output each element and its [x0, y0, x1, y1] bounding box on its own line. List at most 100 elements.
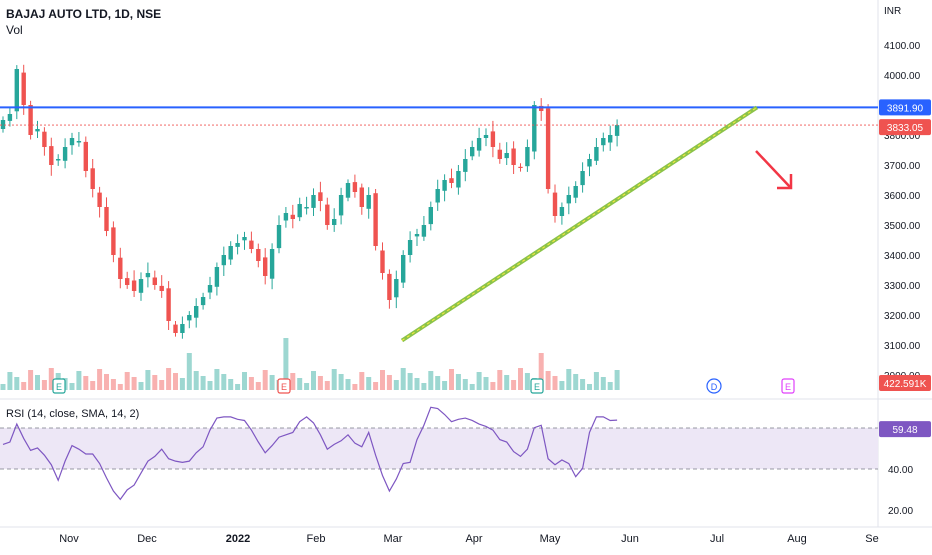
candle-body[interactable] — [297, 204, 302, 218]
candle-body[interactable] — [442, 180, 447, 191]
candle-body[interactable] — [56, 159, 61, 161]
candle-body[interactable] — [518, 166, 523, 168]
candle-body[interactable] — [90, 168, 95, 189]
candle-body[interactable] — [104, 207, 109, 231]
candle-body[interactable] — [311, 195, 316, 208]
candle-body[interactable] — [387, 273, 392, 300]
candle-body[interactable] — [532, 105, 537, 152]
candle-body[interactable] — [414, 234, 420, 237]
candle-body[interactable] — [235, 243, 240, 247]
candle-body[interactable] — [373, 193, 378, 246]
candle-body[interactable] — [456, 171, 461, 188]
candle-body[interactable] — [594, 147, 599, 161]
candle-body[interactable] — [49, 146, 54, 165]
candle-body[interactable] — [256, 249, 261, 261]
candle-body[interactable] — [511, 148, 516, 166]
candle-body[interactable] — [131, 280, 137, 292]
candle-body[interactable] — [249, 240, 254, 249]
candle-body[interactable] — [525, 147, 530, 167]
dividend-marker[interactable] — [706, 378, 722, 394]
candle-body[interactable] — [449, 178, 454, 183]
candle-body[interactable] — [608, 135, 613, 143]
candle-body[interactable] — [214, 267, 220, 287]
candle-body[interactable] — [35, 129, 40, 132]
candle-body[interactable] — [83, 141, 88, 171]
candle-body[interactable] — [111, 227, 116, 255]
candle-body[interactable] — [152, 277, 157, 286]
candle-body[interactable] — [435, 189, 440, 203]
candle-body[interactable] — [180, 324, 185, 333]
candle-body[interactable] — [552, 192, 558, 216]
candle-body[interactable] — [614, 125, 620, 136]
candle-body[interactable] — [42, 131, 47, 147]
candle-body[interactable] — [304, 207, 309, 209]
candle-body[interactable] — [601, 138, 606, 146]
candle-body[interactable] — [428, 207, 433, 225]
symbol-title[interactable]: BAJAJ AUTO LTD, 1D, NSE — [6, 7, 162, 21]
candle-body[interactable] — [200, 297, 206, 306]
candle-body[interactable] — [394, 279, 399, 298]
candle-body[interactable] — [207, 285, 213, 293]
candle-body[interactable] — [318, 192, 323, 201]
candle-body[interactable] — [338, 195, 344, 216]
candle-body[interactable] — [407, 240, 413, 255]
candle-body[interactable] — [62, 147, 68, 161]
candle-body[interactable] — [7, 114, 13, 121]
candle-body[interactable] — [490, 131, 496, 147]
candle-body[interactable] — [483, 135, 489, 138]
earnings-marker[interactable] — [781, 378, 795, 394]
candle-body[interactable] — [125, 278, 130, 285]
candle-body[interactable] — [559, 207, 565, 216]
candle-body[interactable] — [118, 257, 123, 279]
candle-body[interactable] — [352, 182, 358, 192]
candle-body[interactable] — [566, 195, 571, 204]
candle-body[interactable] — [21, 72, 26, 105]
candle-body[interactable] — [587, 159, 592, 167]
candle-body[interactable] — [269, 249, 275, 279]
candle-body[interactable] — [545, 108, 551, 189]
candle-body[interactable] — [276, 225, 282, 249]
candle-body[interactable] — [463, 159, 468, 172]
earnings-marker[interactable] — [52, 378, 66, 394]
candle-body[interactable] — [539, 105, 544, 111]
candle-body[interactable] — [325, 204, 330, 225]
candle-body[interactable] — [401, 255, 406, 283]
candle-body[interactable] — [380, 250, 385, 274]
candle-body[interactable] — [476, 138, 482, 151]
candle-body[interactable] — [573, 186, 578, 198]
candle-body[interactable] — [504, 153, 509, 159]
candle-body[interactable] — [263, 257, 268, 276]
earnings-marker[interactable] — [277, 378, 291, 394]
candle-body[interactable] — [14, 69, 19, 112]
candle-body[interactable] — [228, 246, 233, 260]
candle-body[interactable] — [145, 273, 151, 278]
candle-body[interactable] — [359, 187, 364, 208]
candle-body[interactable] — [497, 149, 502, 159]
candle-body[interactable] — [421, 225, 427, 237]
candle-body[interactable] — [76, 141, 82, 143]
candle-body[interactable] — [221, 255, 226, 266]
candle-body[interactable] — [470, 147, 475, 157]
candle-body[interactable] — [283, 213, 289, 221]
arrow-annotation[interactable] — [755, 150, 791, 188]
candle-body[interactable] — [173, 324, 178, 333]
candle-body[interactable] — [290, 214, 295, 219]
candle-body[interactable] — [366, 195, 371, 209]
candle-body[interactable] — [138, 279, 144, 293]
candle-body[interactable] — [159, 285, 164, 291]
earnings-marker[interactable] — [530, 378, 544, 394]
candle-body[interactable] — [194, 306, 199, 318]
candle-body[interactable] — [580, 171, 585, 186]
volume-legend-label[interactable]: Vol — [6, 23, 23, 37]
candle-body[interactable] — [332, 219, 337, 225]
candle-body[interactable] — [97, 192, 102, 207]
candle-body[interactable] — [242, 237, 247, 241]
candle-body[interactable] — [69, 138, 75, 146]
candle-body[interactable] — [345, 183, 351, 198]
candle-body[interactable] — [166, 288, 171, 321]
candle-body[interactable] — [187, 315, 192, 321]
candle-body[interactable] — [0, 120, 6, 129]
candle-body[interactable] — [28, 105, 33, 135]
